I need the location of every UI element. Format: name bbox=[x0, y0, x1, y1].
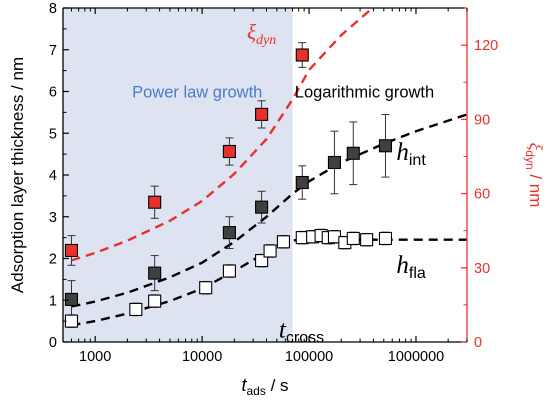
h_int-point bbox=[148, 266, 162, 280]
y-left-axis-label: Adsorption layer thickness / nm bbox=[8, 57, 27, 293]
t-cross-label-main: t bbox=[279, 316, 287, 343]
xi_dyn-point bbox=[295, 48, 309, 62]
y-left-tick-label: 4 bbox=[49, 168, 57, 184]
x-axis-label-sub: ads bbox=[246, 384, 265, 398]
data-points-layer bbox=[64, 48, 393, 328]
logarithmic-label: Logarithmic growth bbox=[295, 84, 434, 102]
power-law-region bbox=[63, 8, 293, 342]
y-right-axis-label-sub: dyn bbox=[523, 150, 537, 169]
h_fla-point bbox=[346, 231, 360, 246]
xi_dyn-point bbox=[222, 144, 236, 159]
h_int-point bbox=[64, 292, 79, 306]
background-layer bbox=[63, 8, 293, 342]
x-axis-label: tads / s bbox=[241, 375, 288, 398]
h_fla-point bbox=[199, 281, 213, 295]
xi_dyn-point bbox=[255, 107, 269, 121]
y-left-tick-label: 5 bbox=[49, 126, 57, 142]
h_int-point bbox=[222, 226, 236, 240]
h_fla-point bbox=[360, 233, 374, 247]
h_fla-point bbox=[255, 254, 269, 268]
h_fla-point bbox=[129, 302, 143, 316]
x-tick-label: 1000 bbox=[79, 349, 111, 365]
h_fla-point bbox=[222, 264, 236, 278]
y-left-tick-label: 7 bbox=[49, 43, 57, 59]
xi_dyn-point bbox=[148, 195, 162, 209]
t-cross-label: tcross bbox=[279, 316, 324, 346]
y-right-axis-label: ξdyn / nm bbox=[523, 143, 546, 208]
y-right-tick-label: 120 bbox=[474, 38, 498, 54]
x-axis-label-unit: / s bbox=[266, 376, 289, 395]
h-int-label-sub: int bbox=[409, 152, 426, 169]
y-right-axis-label-unit: / nm bbox=[526, 170, 545, 208]
y-right-tick-label: 30 bbox=[474, 261, 490, 277]
y-left-tick-label: 3 bbox=[49, 210, 57, 226]
x-tick-label: 100000 bbox=[285, 349, 333, 365]
labels-layer: 1000 10000 100000 1000000 0 1 2 3 4 5 6 7 8 0 30 60 90 12… bbox=[8, 1, 546, 398]
h_fla-point bbox=[148, 294, 162, 308]
h_fla-point bbox=[64, 314, 79, 328]
y-left-tick-label: 1 bbox=[49, 293, 57, 309]
t-cross-label-sub: cross bbox=[286, 329, 324, 346]
h_fla-point bbox=[276, 235, 290, 249]
x-tick-label: 10000 bbox=[182, 349, 222, 365]
y-left-tick-label: 0 bbox=[49, 335, 57, 351]
axes-layer bbox=[62, 7, 468, 343]
y-right-tick-label: 60 bbox=[474, 187, 490, 203]
h_int-point bbox=[327, 155, 342, 170]
h_fla-point bbox=[263, 244, 277, 258]
y-right-axis-label-greek: ξ bbox=[526, 143, 546, 151]
xi-dyn-fit bbox=[71, 8, 375, 262]
xi-dyn-label-main: ξ bbox=[247, 20, 256, 44]
h-int-label-main: h bbox=[396, 139, 409, 166]
y-left-tick-label: 8 bbox=[49, 1, 57, 17]
x-axis-label-main: t bbox=[241, 375, 247, 395]
h_int-point bbox=[255, 200, 269, 214]
y-left-tick-label: 6 bbox=[49, 85, 57, 101]
h-int-label: hint bbox=[396, 139, 426, 169]
h_int-point bbox=[378, 139, 393, 153]
h_fla-point bbox=[378, 231, 393, 246]
h_int-point bbox=[295, 175, 309, 190]
y-left-tick-label: 2 bbox=[49, 252, 57, 268]
xi-dyn-label-sub: dyn bbox=[256, 33, 276, 48]
power-law-label: Power law growth bbox=[132, 84, 262, 102]
xi-dyn-label: ξdyn bbox=[247, 20, 276, 48]
h-int-fit bbox=[71, 113, 467, 308]
h-fla-label: hfla bbox=[396, 252, 426, 282]
h-fla-label-main: h bbox=[396, 252, 409, 279]
y-right-tick-label: 90 bbox=[474, 112, 490, 128]
x-tick-label: 1000000 bbox=[388, 349, 444, 365]
y-right-tick-label: 0 bbox=[474, 335, 482, 351]
h-fla-label-sub: fla bbox=[409, 265, 426, 282]
h_int-point bbox=[346, 146, 360, 160]
xi_dyn-point bbox=[64, 243, 79, 258]
